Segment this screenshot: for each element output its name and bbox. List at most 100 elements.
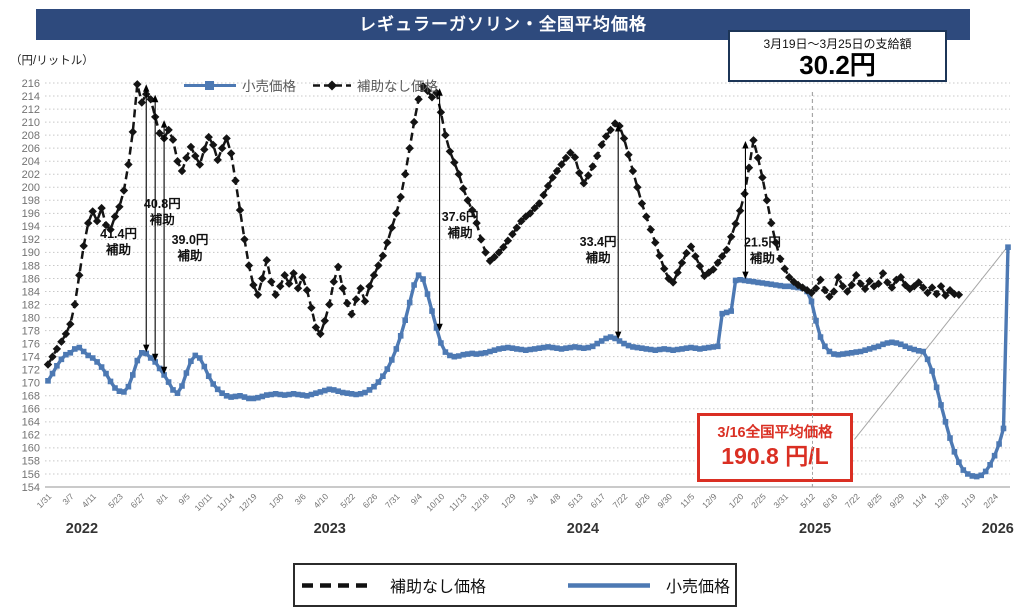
svg-text:5/23: 5/23 — [106, 491, 125, 510]
svg-text:200: 200 — [22, 182, 40, 194]
legend-top-item-retail: 小売価格 — [183, 75, 296, 95]
y-axis-labels: 1541561581601621641661681701721741761781… — [22, 78, 40, 494]
legend-bottom-retail-label: 小売価格 — [666, 579, 731, 596]
svg-text:補助: 補助 — [176, 248, 202, 263]
svg-text:2026: 2026 — [982, 521, 1014, 537]
svg-text:164: 164 — [22, 417, 40, 429]
svg-text:補助: 補助 — [149, 212, 175, 227]
svg-text:4/11: 4/11 — [80, 491, 99, 510]
legend-bottom: 補助なし価格 小売価格 — [293, 563, 737, 607]
svg-text:補助: 補助 — [585, 250, 611, 265]
svg-text:6/26: 6/26 — [361, 491, 380, 510]
svg-text:3/31: 3/31 — [771, 491, 790, 510]
svg-text:198: 198 — [22, 195, 40, 207]
subsidy-annotations: 41.4円補助40.8円補助39.0円補助37.6円補助33.4円補助21.5円… — [100, 84, 781, 375]
svg-text:10/10: 10/10 — [424, 491, 446, 513]
svg-text:178: 178 — [22, 325, 40, 337]
svg-text:212: 212 — [22, 104, 40, 116]
svg-text:33.4円: 33.4円 — [580, 235, 617, 249]
svg-text:2023: 2023 — [314, 521, 346, 537]
series-unsubsidized-price — [43, 80, 964, 369]
svg-text:2/24: 2/24 — [981, 491, 1000, 510]
svg-text:162: 162 — [22, 430, 40, 442]
svg-text:6/17: 6/17 — [588, 491, 607, 510]
retail-line-swatch-icon — [568, 582, 650, 588]
svg-text:1/29: 1/29 — [499, 491, 518, 510]
svg-text:12/9: 12/9 — [700, 491, 719, 510]
year-labels: 2022 2023 2024 2025 2026 — [66, 521, 1014, 537]
svg-text:12/18: 12/18 — [469, 491, 491, 513]
svg-text:補助: 補助 — [105, 242, 131, 257]
legend-bottom-unsubsidized-label: 補助なし価格 — [389, 579, 486, 596]
svg-text:210: 210 — [22, 117, 40, 129]
svg-text:176: 176 — [22, 338, 40, 350]
svg-text:8/26: 8/26 — [633, 491, 652, 510]
svg-text:186: 186 — [22, 273, 40, 285]
svg-text:192: 192 — [22, 234, 40, 246]
svg-text:216: 216 — [22, 78, 40, 90]
svg-text:3/7: 3/7 — [60, 491, 76, 507]
svg-text:3/4: 3/4 — [525, 491, 541, 507]
svg-text:180: 180 — [22, 312, 40, 324]
svg-text:11/5: 11/5 — [678, 491, 697, 510]
subsidy-amount-box: 3月19日～3月25日の支給額 30.2円 — [728, 30, 947, 82]
svg-text:2/25: 2/25 — [749, 491, 768, 510]
svg-text:9/5: 9/5 — [176, 491, 192, 507]
price-callout-box: 3/16全国平均価格 190.8 円/L — [697, 413, 853, 482]
svg-text:2022: 2022 — [66, 521, 98, 537]
legend-top-retail-label: 小売価格 — [242, 79, 296, 94]
retail-markers — [45, 244, 1011, 480]
svg-text:6/16: 6/16 — [821, 491, 840, 510]
svg-text:9/29: 9/29 — [887, 491, 906, 510]
svg-text:172: 172 — [22, 365, 40, 377]
chart-title: レギュラーガソリン・全国平均価格 — [359, 15, 647, 34]
y-axis-unit-label: （円/リットル） — [10, 55, 94, 67]
svg-text:40.8円: 40.8円 — [144, 197, 181, 211]
series-retail-price — [45, 244, 1011, 480]
price-callout-value: 190.8 円/L — [721, 443, 829, 469]
svg-text:156: 156 — [22, 469, 40, 481]
svg-text:39.0円: 39.0円 — [172, 233, 209, 247]
svg-text:154: 154 — [22, 482, 40, 494]
svg-text:182: 182 — [22, 299, 40, 311]
svg-text:2024: 2024 — [567, 521, 599, 537]
svg-text:7/22: 7/22 — [843, 491, 862, 510]
svg-text:11/14: 11/14 — [215, 491, 237, 513]
svg-text:3/6: 3/6 — [292, 491, 308, 507]
unsubsidized-line-swatch-icon — [313, 80, 351, 90]
svg-text:補助: 補助 — [749, 251, 775, 266]
svg-text:206: 206 — [22, 143, 40, 155]
svg-text:9/4: 9/4 — [409, 491, 425, 507]
svg-text:160: 160 — [22, 443, 40, 455]
svg-text:12/8: 12/8 — [932, 491, 951, 510]
svg-text:9/30: 9/30 — [655, 491, 674, 510]
svg-text:1/20: 1/20 — [727, 491, 746, 510]
svg-text:194: 194 — [22, 221, 40, 233]
svg-text:8/25: 8/25 — [865, 491, 884, 510]
legend-top-item-unsubsidized: 補助なし価格 — [312, 75, 438, 95]
svg-text:196: 196 — [22, 208, 40, 220]
svg-text:37.6円: 37.6円 — [442, 210, 479, 224]
svg-text:202: 202 — [22, 169, 40, 181]
svg-text:41.4円: 41.4円 — [100, 227, 137, 241]
svg-text:1/30: 1/30 — [267, 491, 286, 510]
svg-text:5/22: 5/22 — [338, 491, 357, 510]
unsubsidized-line-swatch-icon — [301, 582, 374, 588]
subsidy-period-label: 3月19日～3月25日の支給額 — [763, 37, 912, 51]
svg-text:158: 158 — [22, 456, 40, 468]
svg-text:174: 174 — [22, 351, 40, 363]
svg-text:6/27: 6/27 — [128, 491, 147, 510]
svg-text:5/13: 5/13 — [566, 491, 585, 510]
svg-text:168: 168 — [22, 391, 40, 403]
svg-text:4/10: 4/10 — [311, 491, 330, 510]
svg-text:7/31: 7/31 — [383, 491, 402, 510]
dashed-vline-overlay — [812, 415, 813, 480]
svg-text:7/22: 7/22 — [611, 491, 630, 510]
svg-text:214: 214 — [22, 91, 40, 103]
price-callout-title: 3/16全国平均価格 — [717, 425, 833, 441]
unsubsidized-markers — [43, 80, 964, 369]
callout-line — [854, 246, 1008, 440]
svg-text:188: 188 — [22, 260, 40, 272]
